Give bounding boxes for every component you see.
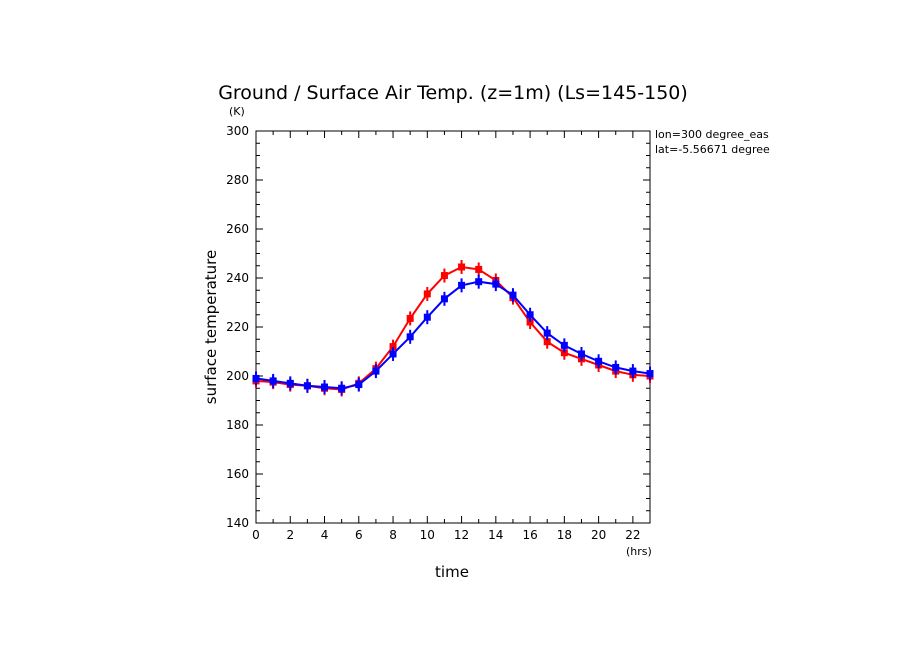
- y-tick-label: 160: [226, 467, 249, 481]
- y-tick-label: 140: [226, 516, 249, 530]
- series-line-2: [255, 280, 651, 390]
- series-line-1: [255, 265, 651, 391]
- x-tick-label: 2: [286, 528, 294, 542]
- y-tick-label: 200: [226, 369, 249, 383]
- x-tick-label: 18: [557, 528, 572, 542]
- x-tick-label: 6: [355, 528, 363, 542]
- y-tick-label: 300: [226, 124, 249, 138]
- y-unit-label: (K): [229, 105, 245, 118]
- plot-area: 0 2 4 6 8 10 12 14 16 18 20 22 140 160 180 200 220 240 260…: [226, 124, 654, 542]
- y-tick-label: 220: [226, 320, 249, 334]
- x-tick-label: 16: [522, 528, 537, 542]
- y-tick-label: 240: [226, 271, 249, 285]
- y-axis-label: surface temperature: [202, 250, 220, 405]
- y-tick-label: 260: [226, 222, 249, 236]
- x-tick-label: 0: [252, 528, 260, 542]
- lon-annotation: lon=300 degree_eas: [655, 128, 769, 141]
- x-unit-label: (hrs): [626, 545, 652, 558]
- chart-title: Ground / Surface Air Temp. (z=1m) (Ls=14…: [218, 82, 688, 104]
- y-tick-label: 280: [226, 173, 249, 187]
- x-tick-label: 14: [488, 528, 503, 542]
- x-tick-label: 20: [591, 528, 606, 542]
- x-tick-label: 10: [420, 528, 435, 542]
- x-tick-label: 22: [625, 528, 640, 542]
- x-axis-label: time: [435, 563, 469, 581]
- lat-annotation: lat=-5.56671 degree: [655, 143, 770, 156]
- y-tick-label: 180: [226, 418, 249, 432]
- x-tick-label: 4: [321, 528, 329, 542]
- x-tick-label: 12: [454, 528, 469, 542]
- plot-frame: [255, 130, 651, 524]
- x-tick-label: 8: [389, 528, 397, 542]
